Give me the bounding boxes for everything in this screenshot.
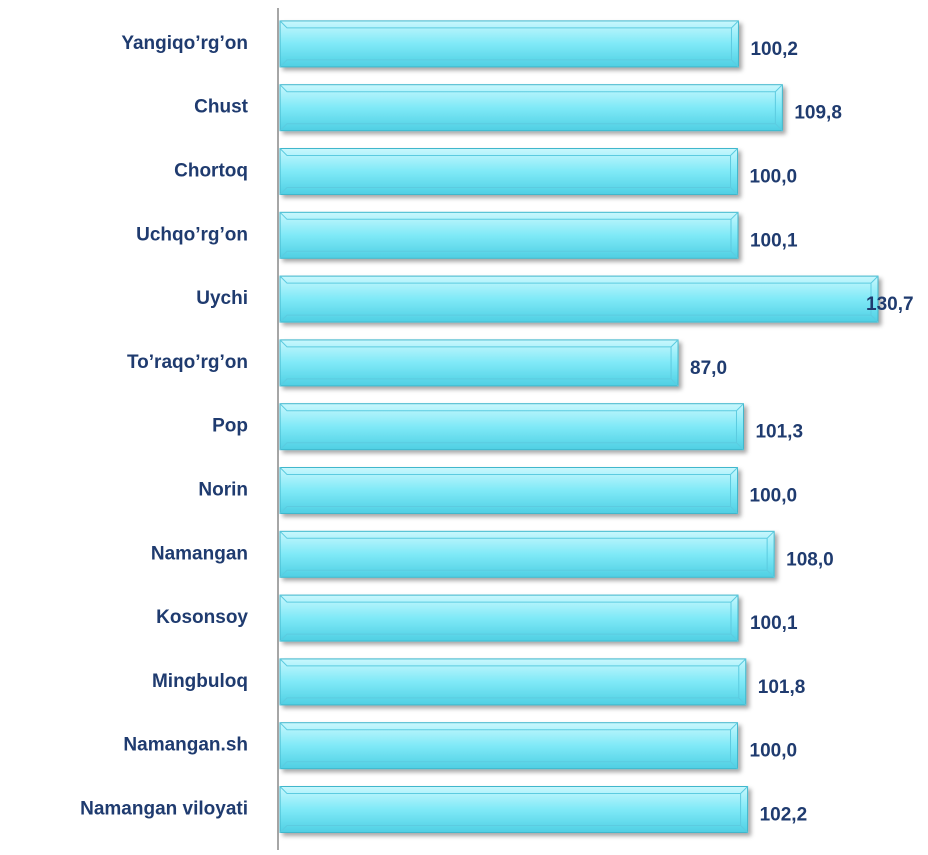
bar [279,658,747,706]
value-label: 100,0 [750,741,798,762]
bar-bevel [279,339,679,387]
category-label: Norin [198,480,248,501]
bar-group [279,275,879,323]
bar-group [279,84,783,132]
bar [279,211,739,259]
bar-bevel [279,20,739,68]
category-label: Chortoq [174,161,248,182]
bar-group [279,403,744,451]
bar-group [279,658,747,706]
category-label: To’raqo’rg’on [127,352,248,373]
bar [279,20,739,68]
bar-bevel [279,84,783,132]
bar-bevel [279,403,744,451]
bar-bevel [279,786,748,833]
bar [279,148,739,195]
bar-bevel [279,148,738,195]
bar-group [279,339,679,387]
category-label: Uchqo’rg’on [136,224,248,245]
bar-bevel [279,211,739,259]
bar-group [279,530,775,578]
bar-group [279,467,739,514]
bar [279,403,744,451]
bar-group [279,20,739,68]
category-label: Chust [194,97,249,118]
category-label: Mingbuloq [152,671,248,692]
category-label: Uychi [196,288,248,309]
bar-bevel [279,594,739,642]
bar [279,275,879,323]
value-label: 100,0 [750,167,798,188]
bar [279,530,775,578]
bar-bevel [279,722,738,770]
bar-group [279,594,739,642]
bar-group [279,786,749,833]
bar [279,594,739,642]
value-label: 109,8 [794,103,842,124]
bar-bevel [279,530,775,578]
bar-bevel [279,467,738,514]
value-label: 101,8 [758,677,806,698]
category-label: Namangan [151,543,248,564]
value-label: 130,7 [866,294,914,315]
value-label: 102,2 [760,805,808,826]
category-label: Pop [212,416,248,437]
bar [279,84,783,132]
category-label: Namangan.sh [123,735,248,756]
bar [279,722,739,770]
bar [279,467,739,514]
value-label: 100,2 [750,39,798,60]
bar [279,786,749,833]
bar-group [279,211,739,259]
value-label: 100,1 [750,613,798,634]
bar-group [279,148,739,195]
value-label: 100,1 [750,230,798,251]
value-label: 87,0 [690,358,727,379]
category-label: Yangiqo’rg’on [121,33,248,54]
value-label: 100,0 [750,486,798,507]
bar-bevel [279,275,879,323]
value-label: 101,3 [755,422,803,443]
category-label: Namangan viloyati [80,799,248,820]
bar-bevel [279,658,747,706]
category-label: Kosonsoy [156,607,248,628]
value-label: 108,0 [786,549,834,570]
bar-group [279,722,739,770]
bar [279,339,679,387]
